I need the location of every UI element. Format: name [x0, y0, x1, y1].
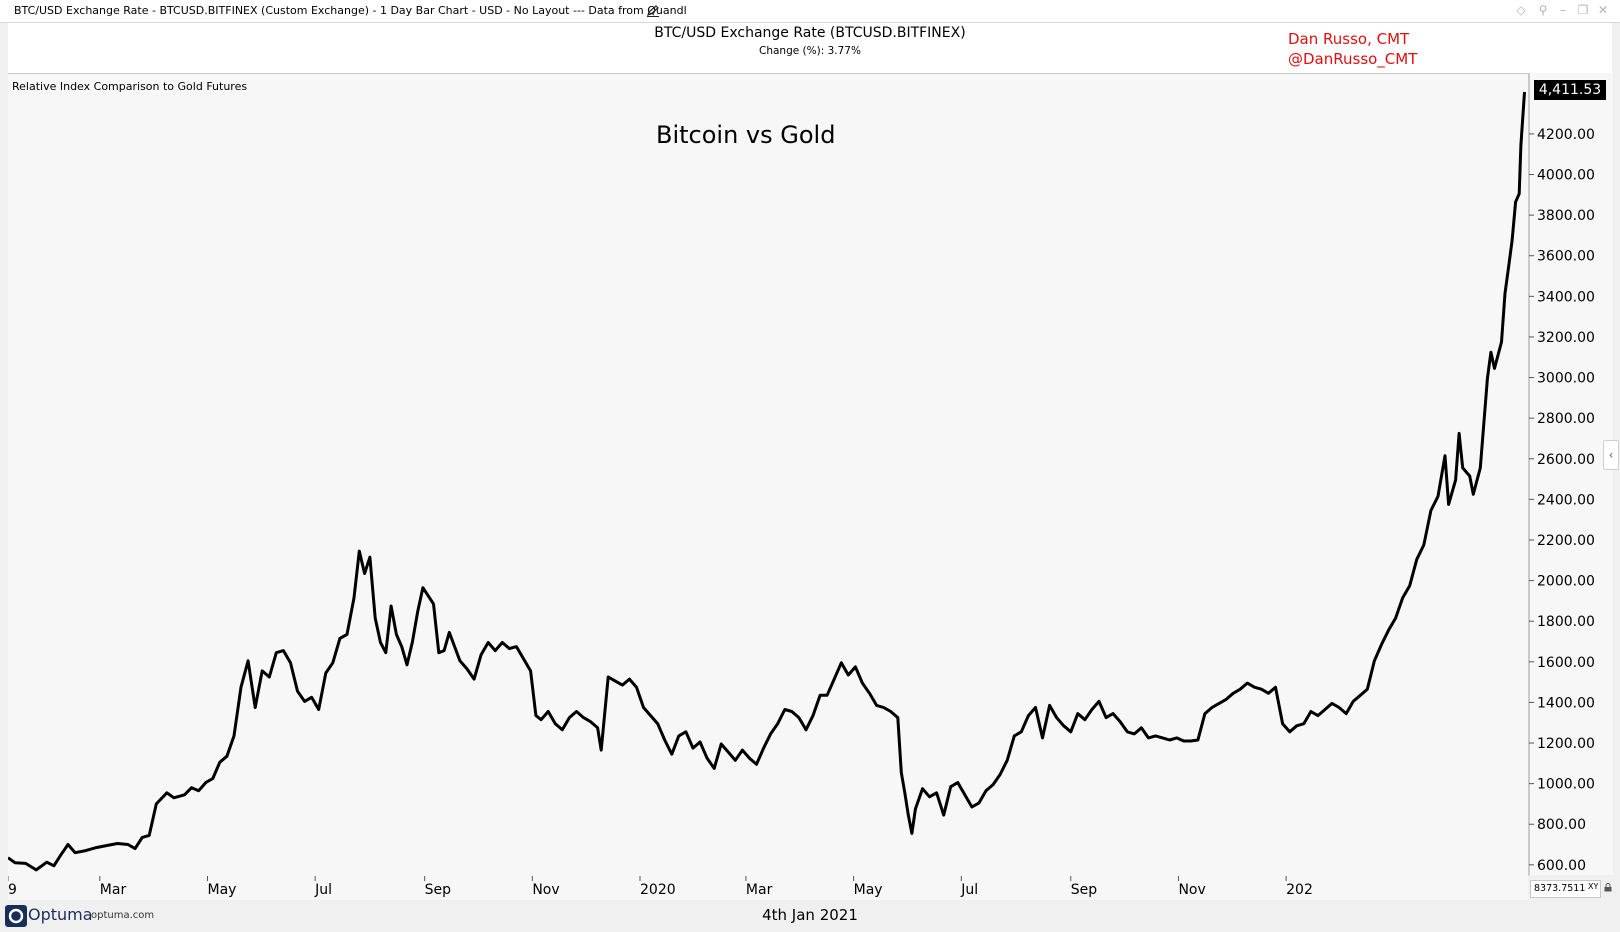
current-date: 4th Jan 2021: [762, 906, 858, 924]
collapse-panel-button[interactable]: ‹: [1603, 440, 1619, 470]
y-tick-label: 2600.00: [1537, 452, 1595, 468]
price-line: [8, 91, 1526, 872]
chart-title: Bitcoin vs Gold: [656, 121, 836, 149]
optuma-logo-icon: [5, 905, 27, 927]
y-tick-label: 1000.00: [1537, 777, 1595, 793]
restore-icon[interactable]: ❐: [1577, 3, 1589, 17]
y-tick-label: 600.00: [1537, 858, 1586, 874]
y-tick-label: 2400.00: [1537, 492, 1595, 508]
diamond-icon[interactable]: ◇: [1516, 3, 1526, 17]
chart-instrument-title: BTC/USD Exchange Rate (BTCUSD.BITFINEX): [654, 25, 966, 41]
xy-readout: 8373.7511: [1530, 880, 1601, 898]
plot-panel[interactable]: Relative Index Comparison to Gold Future…: [8, 73, 1529, 876]
x-tick-label: Jul: [960, 882, 978, 898]
y-tick-label: 2200.00: [1537, 533, 1595, 549]
y-tick-label: 3600.00: [1537, 249, 1595, 265]
y-tick-label: 2800.00: [1537, 411, 1595, 427]
chart-header: BTC/USD Exchange Rate (BTCUSD.BITFINEX) …: [8, 23, 1612, 73]
y-tick-label: 4000.00: [1537, 168, 1595, 184]
x-tick-label: Sep: [1071, 882, 1098, 898]
author-signature: Dan Russo, CMT @DanRusso_CMT: [1288, 29, 1417, 69]
window-titlebar: BTC/USD Exchange Rate - BTCUSD.BITFINEX …: [0, 0, 1620, 23]
x-tick-label: Nov: [532, 882, 559, 898]
x-tick-label: 2020: [640, 882, 676, 898]
x-tick-label: 9: [8, 882, 17, 898]
change-percent: Change (%): 3.77%: [759, 45, 861, 57]
y-tick-label: 3200.00: [1537, 330, 1595, 346]
pin-icon[interactable]: ⚲: [1538, 3, 1548, 17]
y-tick-label: 3400.00: [1537, 289, 1595, 305]
brand-domain: optuma.com: [91, 910, 155, 921]
price-chart[interactable]: [8, 74, 1528, 876]
last-value-label: 4,411.53: [1534, 80, 1606, 100]
x-tick-label: May: [207, 882, 236, 898]
lock-icon[interactable]: [1604, 883, 1612, 892]
indicator-label: Relative Index Comparison to Gold Future…: [12, 80, 248, 93]
y-tick-label: 3800.00: [1537, 208, 1595, 224]
y-axis[interactable]: 600.00 800.00 1000.00 1200.00 1400.00 1600.00…: [1529, 73, 1613, 875]
pencil-icon[interactable]: [646, 5, 660, 17]
x-tick-label: May: [854, 882, 883, 898]
x-tick-label: Nov: [1178, 882, 1205, 898]
footer: Optuma optuma.com 4th Jan 2021: [0, 901, 1620, 932]
author-handle: @DanRusso_CMT: [1288, 50, 1418, 68]
brand-name: Optuma: [28, 905, 93, 924]
minimize-icon[interactable]: –: [1560, 3, 1566, 17]
x-tick-label: Mar: [100, 882, 127, 898]
y-tick-label: 1200.00: [1537, 736, 1595, 752]
y-tick-label: 2000.00: [1537, 574, 1595, 590]
window-title: BTC/USD Exchange Rate - BTCUSD.BITFINEX …: [14, 4, 687, 17]
x-tick-label: Mar: [746, 882, 773, 898]
close-icon[interactable]: ✕: [1597, 3, 1609, 17]
y-tick-label: 1800.00: [1537, 614, 1595, 630]
x-tick-label: Jul: [314, 882, 332, 898]
x-tick-label: 202: [1286, 882, 1313, 898]
y-tick-label: 800.00: [1537, 817, 1586, 833]
author-name: Dan Russo, CMT: [1288, 30, 1410, 48]
y-tick-label: 1600.00: [1537, 655, 1595, 671]
x-axis[interactable]: 9 Mar May Jul Sep Nov 2020 Mar May Jul Sep Nov 202: [7, 876, 1528, 900]
y-tick-label: 3000.00: [1537, 371, 1595, 387]
x-tick-label: Sep: [425, 882, 452, 898]
xy-tag: XY: [1588, 882, 1599, 891]
y-tick-label: 1400.00: [1537, 695, 1595, 711]
y-tick-label: 4200.00: [1537, 127, 1595, 143]
